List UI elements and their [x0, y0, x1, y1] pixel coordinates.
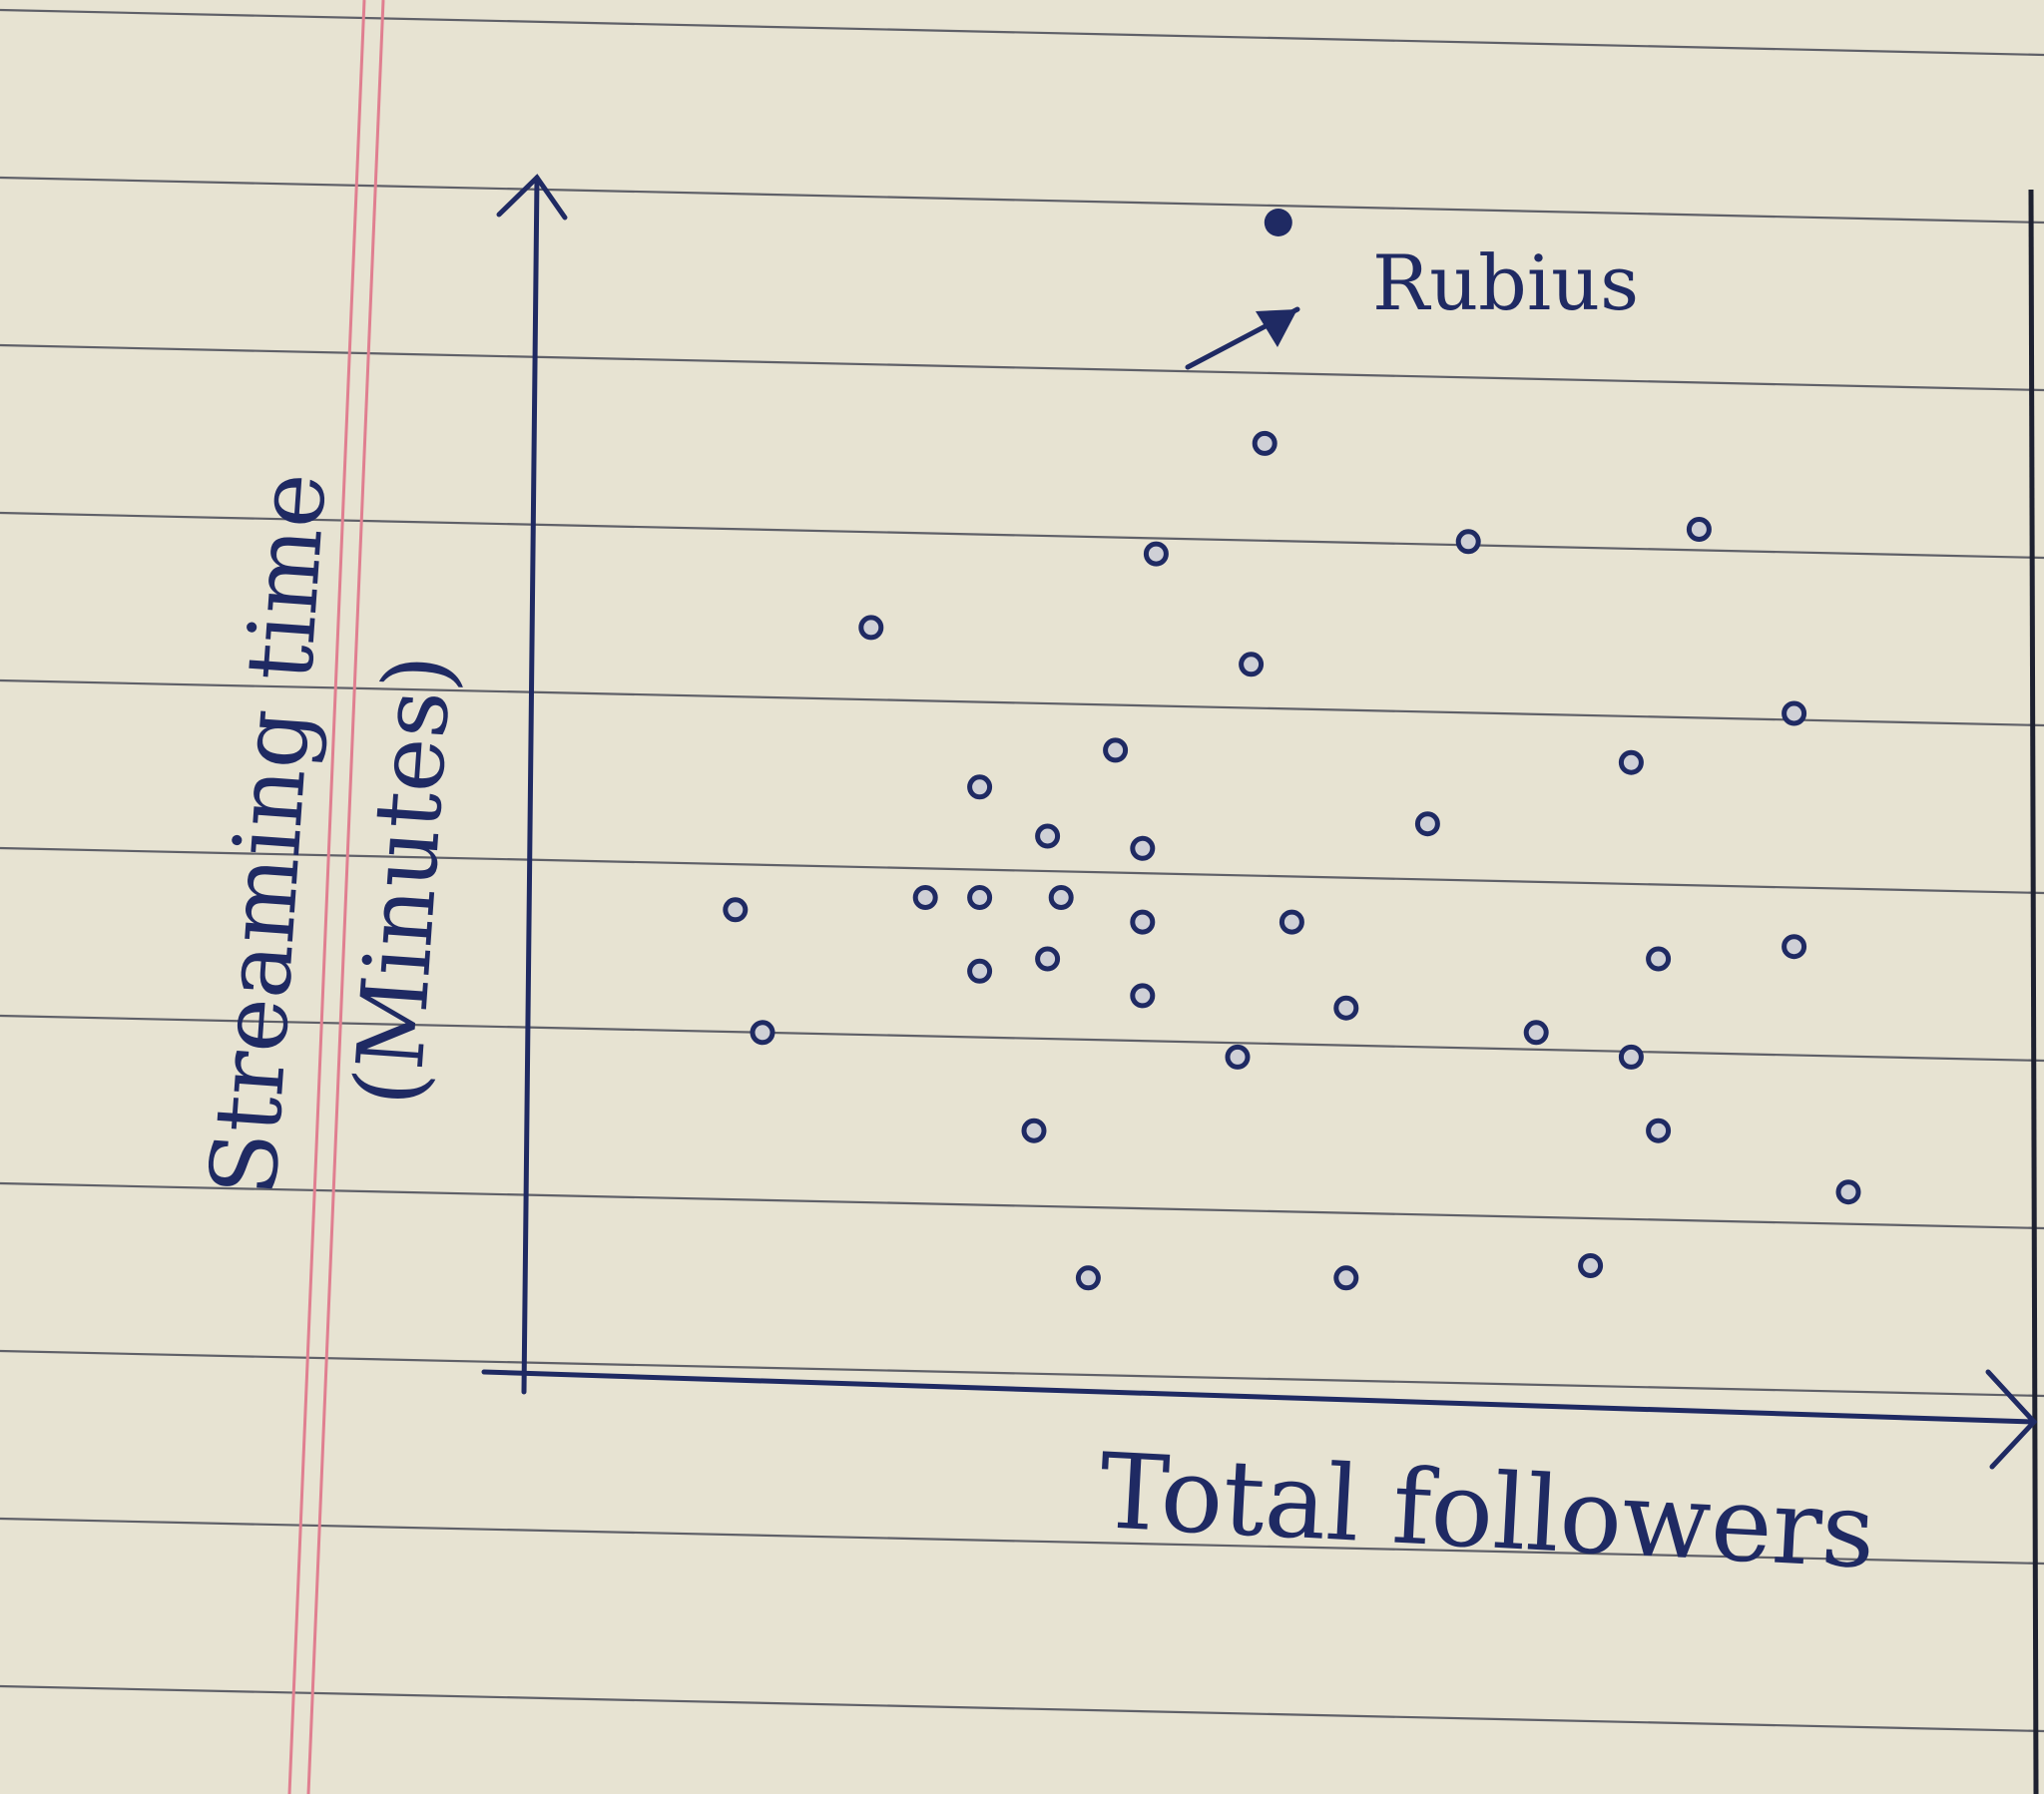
scatter-point	[1333, 995, 1359, 1021]
x-axis-arrowhead	[1985, 1369, 2038, 1470]
rubius-label: Rubius	[1372, 238, 1639, 327]
scatter-point	[1143, 541, 1169, 567]
scatter-point	[1252, 430, 1278, 456]
ruled-line	[0, 8, 2044, 57]
scatter-point	[1048, 885, 1074, 910]
scatter-point	[1333, 1265, 1359, 1291]
scatter-point	[967, 774, 993, 800]
y-axis	[521, 175, 540, 1395]
rubius-point	[1264, 209, 1292, 236]
chart-axes	[481, 174, 2038, 1470]
ruled-line	[0, 1517, 2044, 1566]
scatter-point	[1278, 909, 1304, 935]
ruled-line	[0, 511, 2044, 560]
y-axis-label-line2: (Minutes)	[334, 652, 472, 1110]
x-axis	[481, 1369, 2037, 1425]
ruled-line	[0, 1349, 2044, 1398]
scatter-point	[1523, 1020, 1549, 1046]
ruled-line	[0, 678, 2044, 727]
scatter-point	[858, 615, 884, 641]
ruled-line	[0, 176, 2044, 224]
scatter-point	[1035, 823, 1061, 849]
scatter-point	[1578, 1253, 1604, 1278]
data-points	[723, 430, 1861, 1291]
scatter-point	[1618, 1044, 1644, 1070]
scatter-point	[1225, 1044, 1251, 1070]
scatter-point	[1103, 737, 1129, 763]
scatter-point	[1455, 529, 1481, 555]
scatter-point	[1130, 909, 1156, 935]
scatter-point	[1646, 946, 1672, 972]
scatter-point	[1835, 1179, 1861, 1205]
y-axis-label-line1: Streaming time	[190, 469, 346, 1198]
rubius-callout: Rubius	[1185, 209, 1639, 370]
scatter-point	[1130, 835, 1156, 861]
scatter-point	[1646, 1118, 1672, 1143]
ruled-line	[0, 846, 2044, 895]
scatter-point	[1414, 811, 1440, 837]
scatter-point	[1130, 983, 1156, 1009]
scatter-point	[1686, 517, 1712, 542]
margin-line-right	[306, 0, 385, 1794]
rubius-arrowhead	[1256, 309, 1297, 347]
scatter-point	[912, 885, 938, 910]
scatter-point	[967, 885, 993, 910]
scatter-point	[750, 1020, 775, 1046]
scatter-point	[1782, 700, 1807, 726]
ruled-line	[0, 1181, 2044, 1230]
page-edge	[2028, 189, 2039, 1794]
scatter-point	[1239, 652, 1265, 677]
scatter-point	[1618, 749, 1644, 775]
ruled-line	[0, 343, 2044, 392]
scatter-point	[967, 958, 993, 984]
margin-lines	[287, 0, 385, 1794]
scatter-point	[1782, 934, 1807, 960]
scatter-point	[1035, 946, 1061, 972]
scatter-point	[723, 897, 749, 923]
margin-line-left	[287, 0, 366, 1794]
y-axis-arrowhead	[496, 174, 568, 221]
ruled-line	[0, 1684, 2044, 1733]
scatter-point	[1075, 1265, 1101, 1291]
x-axis-label: Total followers	[1097, 1430, 1878, 1592]
scatter-point	[1021, 1118, 1047, 1143]
